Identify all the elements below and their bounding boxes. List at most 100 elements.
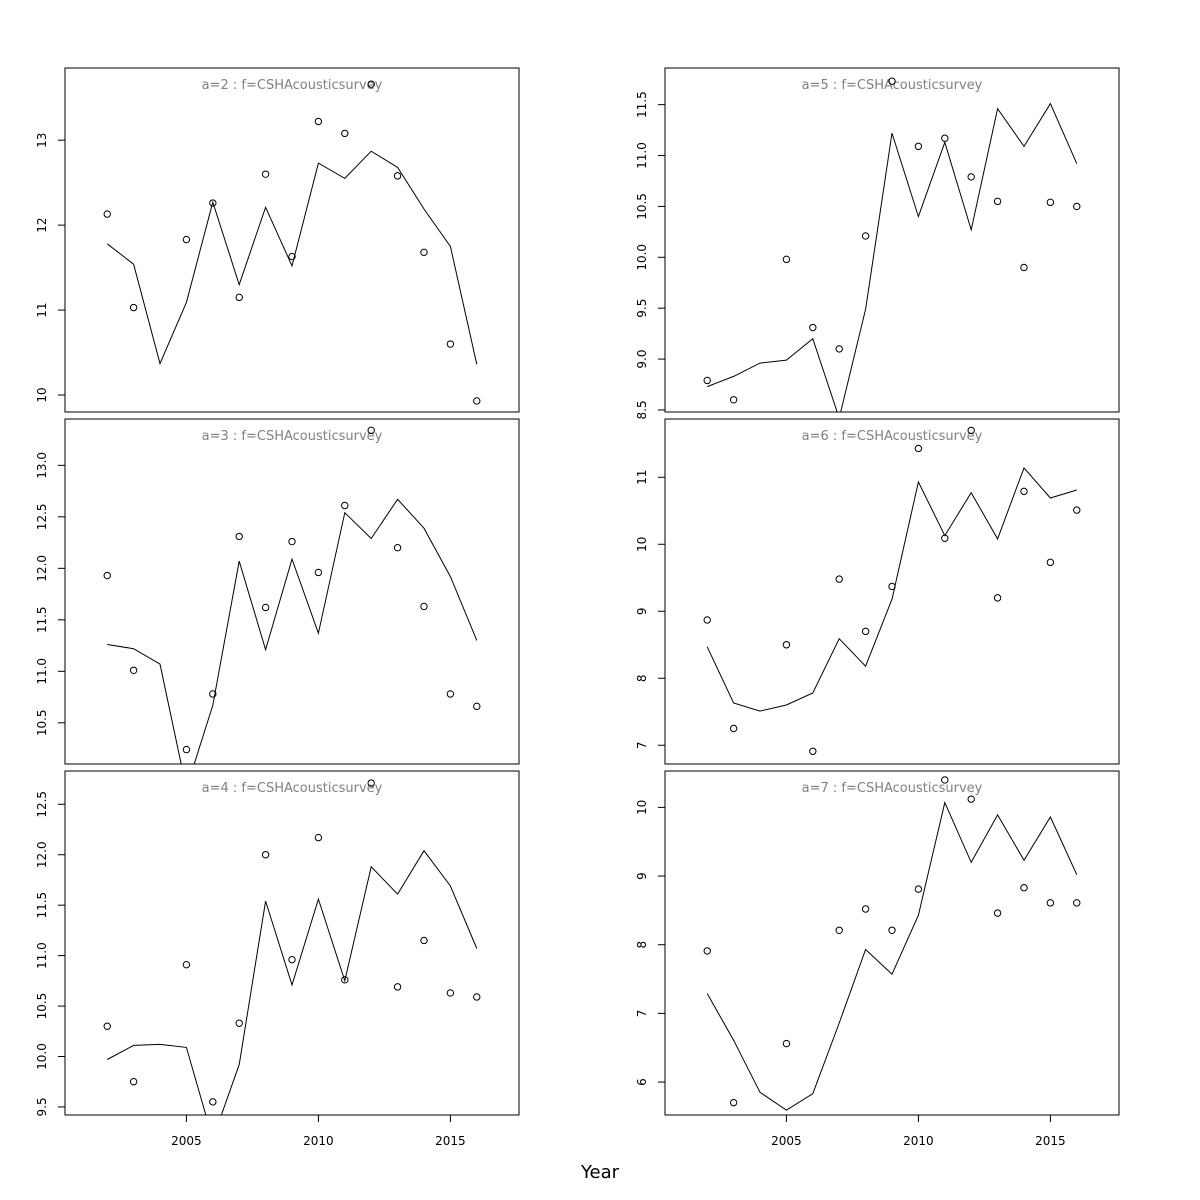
observed-point bbox=[835, 575, 843, 583]
observed-point bbox=[341, 976, 349, 984]
y-tick-label: 7 bbox=[635, 741, 649, 749]
panel-title: a=2 : f=CSHAcousticsurvey bbox=[202, 78, 383, 93]
y-tick-label: 9 bbox=[635, 607, 649, 615]
x-tick-label: 2010 bbox=[303, 1134, 334, 1148]
x-tick-label: 2005 bbox=[171, 1134, 202, 1148]
observed-point bbox=[235, 532, 243, 541]
y-tick-label: 9.5 bbox=[635, 299, 649, 318]
y-tick-label: 8.5 bbox=[635, 400, 649, 419]
plot-data bbox=[703, 426, 1081, 755]
y-tick-label: 11 bbox=[635, 470, 649, 485]
observed-point bbox=[703, 947, 711, 955]
fitted-line bbox=[106, 150, 478, 366]
observed-point bbox=[809, 747, 817, 755]
y-tick-label: 13.0 bbox=[35, 452, 49, 479]
observed-point bbox=[993, 197, 1002, 206]
x-tick-label: 2005 bbox=[771, 1134, 802, 1148]
observed-point bbox=[1020, 884, 1028, 892]
plot-frame bbox=[64, 770, 520, 1116]
observed-point bbox=[993, 909, 1002, 917]
observed-point bbox=[367, 80, 375, 88]
y-tick-label: 10.5 bbox=[35, 993, 49, 1020]
observed-point bbox=[420, 248, 428, 257]
fitted-line bbox=[706, 801, 1078, 1111]
panel-a7: a=7 : f=CSHAcousticsurvey 6 7 8 9 10 2005 2010 2… bbox=[635, 770, 1120, 1148]
observed-point bbox=[1073, 506, 1081, 514]
observed-point bbox=[861, 627, 870, 636]
observed-point bbox=[993, 594, 1002, 602]
x-tick-label: 2010 bbox=[903, 1134, 934, 1148]
observed-point bbox=[729, 724, 738, 733]
panel-title: a=6 : f=CSHAcousticsurvey bbox=[802, 429, 983, 444]
panel-title: a=4 : f=CSHAcousticsurvey bbox=[202, 781, 383, 796]
y-tick-label: 12.5 bbox=[35, 791, 49, 818]
observed-point bbox=[861, 905, 870, 913]
observed-point bbox=[1046, 198, 1055, 207]
plot-data bbox=[703, 776, 1081, 1111]
fitted-line bbox=[706, 466, 1077, 712]
y-tick-label: 11.0 bbox=[35, 942, 49, 969]
fitted-line bbox=[107, 498, 478, 764]
observed-point bbox=[703, 616, 711, 624]
panel-title: a=5 : f=CSHAcousticsurvey bbox=[802, 78, 983, 93]
observed-point bbox=[729, 396, 738, 404]
plot-frame bbox=[64, 418, 520, 765]
y-tick-label: 7 bbox=[635, 1010, 649, 1018]
observed-point bbox=[914, 142, 923, 151]
observed-point bbox=[1046, 899, 1055, 907]
y-tick-label: 10 bbox=[635, 800, 649, 815]
y-tick-label: 10.5 bbox=[635, 193, 649, 220]
observed-point bbox=[103, 1022, 111, 1030]
y-tick-label: 11 bbox=[35, 302, 49, 317]
x-tick-label: 2015 bbox=[1035, 1134, 1066, 1148]
observed-point bbox=[314, 117, 323, 126]
plot-frame bbox=[664, 770, 1120, 1116]
observed-point bbox=[861, 232, 870, 240]
observed-point bbox=[967, 173, 975, 181]
panel-a2: a=2 : f=CSHAcousticsurvey 10 11 12 13 bbox=[35, 67, 520, 413]
observed-point bbox=[941, 134, 949, 142]
observed-point bbox=[341, 501, 349, 510]
observed-point bbox=[103, 571, 111, 580]
observed-point bbox=[473, 702, 481, 711]
fitted-line bbox=[106, 849, 478, 1115]
observed-point bbox=[473, 993, 481, 1001]
y-tick-label: 11.5 bbox=[35, 606, 49, 633]
observed-point bbox=[782, 1039, 791, 1048]
observed-point bbox=[182, 235, 191, 244]
panel-title: a=7 : f=CSHAcousticsurvey bbox=[802, 781, 983, 796]
observed-point bbox=[288, 252, 296, 261]
observed-point bbox=[835, 926, 843, 934]
observed-point bbox=[446, 690, 455, 698]
observed-point bbox=[809, 323, 817, 332]
y-tick-label: 8 bbox=[635, 941, 649, 949]
panel-title: a=3 : f=CSHAcousticsurvey bbox=[202, 429, 383, 444]
observed-point bbox=[703, 376, 711, 385]
observed-point bbox=[182, 960, 191, 969]
plot-data bbox=[103, 779, 481, 1115]
observed-point bbox=[288, 955, 296, 964]
plot-frame bbox=[64, 67, 520, 413]
y-tick-label: 11.0 bbox=[635, 142, 649, 169]
panel-a4: a=4 : f=CSHAcousticsurvey 9.5 10.0 10.5 11.0… bbox=[35, 770, 520, 1148]
observed-point bbox=[914, 444, 923, 453]
observed-point bbox=[393, 983, 402, 991]
observed-point bbox=[446, 340, 455, 348]
observed-point bbox=[261, 603, 270, 612]
observed-point bbox=[888, 926, 896, 934]
observed-point bbox=[261, 851, 270, 859]
observed-point bbox=[941, 534, 949, 542]
observed-point bbox=[729, 1098, 738, 1107]
observed-point bbox=[393, 544, 402, 552]
observed-point bbox=[235, 1019, 243, 1027]
y-tick-label: 11.5 bbox=[35, 892, 49, 919]
y-tick-label: 10 bbox=[635, 537, 649, 552]
fitted-line bbox=[707, 102, 1078, 412]
observed-point bbox=[129, 303, 138, 312]
y-tick-label: 13 bbox=[35, 133, 49, 148]
observed-point bbox=[209, 690, 217, 698]
observed-point bbox=[1073, 202, 1081, 211]
observed-point bbox=[209, 1098, 217, 1106]
observed-point bbox=[782, 255, 791, 264]
